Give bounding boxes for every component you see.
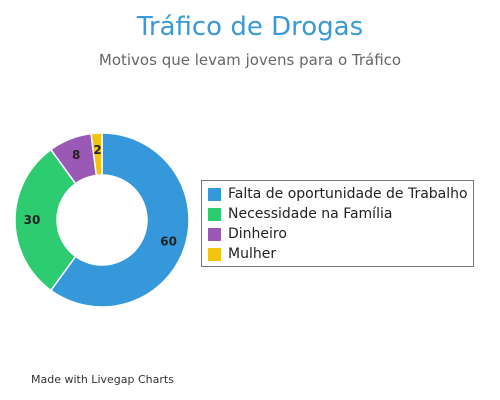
slice-value-label: 2 bbox=[93, 143, 101, 157]
chart-title: Tráfico de Drogas bbox=[136, 12, 364, 42]
legend-label: Mulher bbox=[228, 246, 277, 262]
chart-subtitle: Motivos que levam jovens para o Tráfico bbox=[98, 51, 402, 69]
legend-item-dinheiro: Dinheiro bbox=[208, 224, 473, 244]
legend-item-trabalho: Falta de oportunidade de Trabalho bbox=[208, 184, 473, 204]
donut-slice-3 bbox=[90, 132, 103, 177]
donut-slice-1 bbox=[14, 148, 77, 292]
legend-label: Necessidade na Família bbox=[228, 206, 393, 222]
legend-label: Falta de oportunidade de Trabalho bbox=[228, 186, 468, 202]
slice-value-label: 30 bbox=[24, 213, 41, 227]
footer-credit: Made with Livegap Charts bbox=[31, 373, 174, 386]
legend-swatch bbox=[208, 227, 221, 241]
legend-swatch bbox=[208, 207, 221, 221]
slice-value-label: 8 bbox=[72, 148, 80, 162]
donut-slice-0 bbox=[49, 132, 190, 308]
chart-legend: Falta de oportunidade de Trabalho Necess… bbox=[201, 180, 474, 267]
legend-item-mulher: Mulher bbox=[208, 244, 473, 264]
slice-value-label: 60 bbox=[160, 235, 177, 249]
legend-label: Dinheiro bbox=[228, 226, 287, 242]
legend-swatch bbox=[208, 247, 221, 261]
legend-item-familia: Necessidade na Família bbox=[208, 204, 473, 224]
legend-swatch bbox=[208, 187, 221, 201]
